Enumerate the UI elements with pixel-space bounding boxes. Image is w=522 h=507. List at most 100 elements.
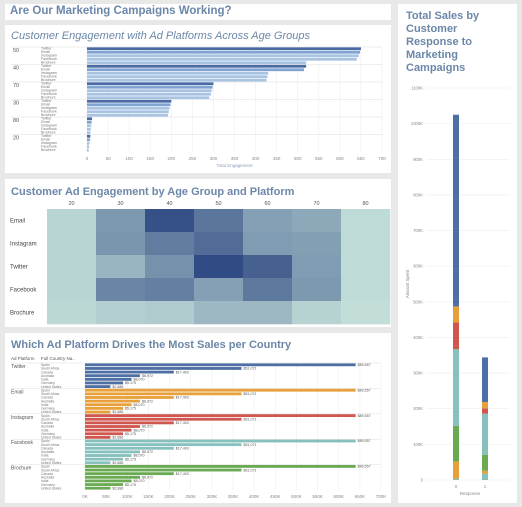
country-tick-label: Germany (41, 457, 55, 461)
heatmap-row-label: Instagram (10, 242, 37, 248)
x-tick-label: 450K (270, 494, 281, 499)
x-tick-label: 550K (312, 494, 323, 499)
country-tick-label: South Africa (41, 468, 59, 472)
x-tick-label: 650K (355, 494, 366, 499)
platform-tick-label: Instagram (41, 54, 57, 58)
engagement-bar (87, 148, 89, 152)
y-tick-label: 600K (413, 264, 423, 269)
platform-tick-label: Instagram (41, 106, 57, 110)
sales-country-title: Which Ad Platform Drives the Most Sales … (11, 339, 292, 351)
platform-tick-label: Email (41, 138, 50, 142)
x-tick-label: 400 (252, 156, 260, 161)
sales-data-label: $2,886 (112, 410, 123, 414)
dashboard-header: Are Our Marketing Campaigns Working? (5, 4, 391, 20)
platform-tick-label: Facebook (41, 145, 57, 149)
heatmap-column-label: 50 (215, 201, 221, 207)
heatmap-cell (96, 209, 146, 233)
x-tick-label: 0K (82, 494, 88, 499)
engagement-bar (87, 61, 307, 65)
x-tick-label: 550 (315, 156, 323, 161)
sales-bar (85, 421, 174, 425)
engagement-bar (87, 75, 268, 79)
heatmap-cell (292, 278, 342, 302)
engagement-bar (87, 120, 92, 124)
platform-tick-label: Brochure (41, 96, 56, 100)
platform-tick-label: Email (41, 85, 50, 89)
y-tick-label: 700K (413, 228, 423, 233)
y-tick-label: 1000K (411, 121, 423, 126)
platform-tick-label: Facebook (41, 92, 57, 96)
country-tick-label: South Africa (41, 417, 59, 421)
y-tick-label: 0 (421, 478, 424, 483)
country-tick-label: India (41, 428, 48, 432)
platform-tick-label: Facebook (41, 75, 57, 79)
x-tick-label: 500K (291, 494, 302, 499)
heatmap-cell (341, 232, 391, 256)
sales-bar (85, 410, 111, 414)
platform-tick-label: Twitter (41, 47, 52, 51)
stacked-segment (453, 322, 459, 350)
sales-data-label: $6,972 (142, 374, 153, 378)
country-tick-label: Australia (41, 374, 54, 378)
dashboard-title: Are Our Marketing Campaigns Working? (10, 5, 232, 17)
country-tick-label: India (41, 454, 48, 458)
stacked-segment (453, 349, 459, 426)
sales-bar (85, 454, 132, 457)
platform-tick-label: Facebook (41, 57, 57, 61)
sales-bar (85, 370, 174, 374)
sales-response-stacked-chart: 0 100K 200K 300K 400K 500K 600K 700K 800K 900K 100… (405, 86, 510, 496)
platform-tick-label: Email (41, 103, 50, 107)
sales-bar (85, 486, 111, 490)
heatmap-row-label: Facebook (10, 288, 37, 294)
y-tick-label: 300K (413, 371, 423, 376)
age-group-label: 80 (13, 118, 19, 124)
platform-tick-label: Brochure (41, 148, 56, 152)
platform-tick-label: Twitter (41, 134, 52, 138)
sales-bar (85, 472, 174, 476)
platform-tick-label: Facebook (41, 110, 57, 114)
engagement-bar (87, 110, 169, 114)
sales-data-label: $6,972 (142, 399, 153, 403)
engagement-heatmap: 20 30 40 50 60 70 80 Email Instagram Twitter Faceb… (10, 201, 391, 325)
country-tick-label: Spain (41, 465, 50, 469)
country-tick-label: South Africa (41, 443, 59, 447)
sales-bar (85, 374, 140, 378)
sales-data-label: $51,071 (243, 392, 256, 396)
stacked-segment (482, 357, 488, 402)
country-tick-label: Germany (41, 381, 55, 385)
sales-data-label: $89,557 (358, 363, 371, 367)
sales-data-label: $6,972 (142, 450, 153, 454)
country-tick-label: Spain (41, 363, 50, 367)
sales-bar (85, 439, 356, 443)
country-tick-label: United States (41, 461, 62, 465)
sales-bar (85, 450, 140, 454)
platform-tick-label: Brochure (41, 61, 56, 65)
heatmap-cell (47, 232, 97, 256)
heatmap-cell (145, 301, 195, 325)
age-group-label: 70 (13, 83, 19, 89)
country-tick-label: Canada (41, 421, 53, 425)
heatmap-cell (47, 278, 97, 302)
heatmap-cell (47, 301, 97, 325)
platform-tick-label: Brochure (41, 78, 56, 82)
engagement-bar (87, 47, 361, 51)
heatmap-cell (292, 232, 342, 256)
x-tick-label: 600 (336, 156, 344, 161)
engagement-bar (87, 96, 210, 100)
sales-bar (85, 396, 174, 399)
country-tick-label: Canada (41, 396, 53, 400)
heatmap-column-label: 40 (166, 201, 172, 207)
sales-data-label: $89,557 (358, 414, 371, 418)
sales-bar (85, 457, 124, 461)
sales-data-label: $51,071 (243, 367, 256, 371)
heatmap-cell (145, 232, 195, 256)
sales-bar (85, 443, 242, 447)
sales-bar (85, 414, 356, 418)
x-axis-label: Total Engagement (216, 163, 253, 168)
heatmap-cell (243, 278, 293, 302)
country-tick-label: Australia (41, 450, 54, 454)
platform-tick-label: Instagram (41, 71, 57, 75)
heatmap-cell (194, 255, 244, 279)
stacked-segment (453, 425, 459, 462)
engagement-bar (87, 89, 212, 93)
